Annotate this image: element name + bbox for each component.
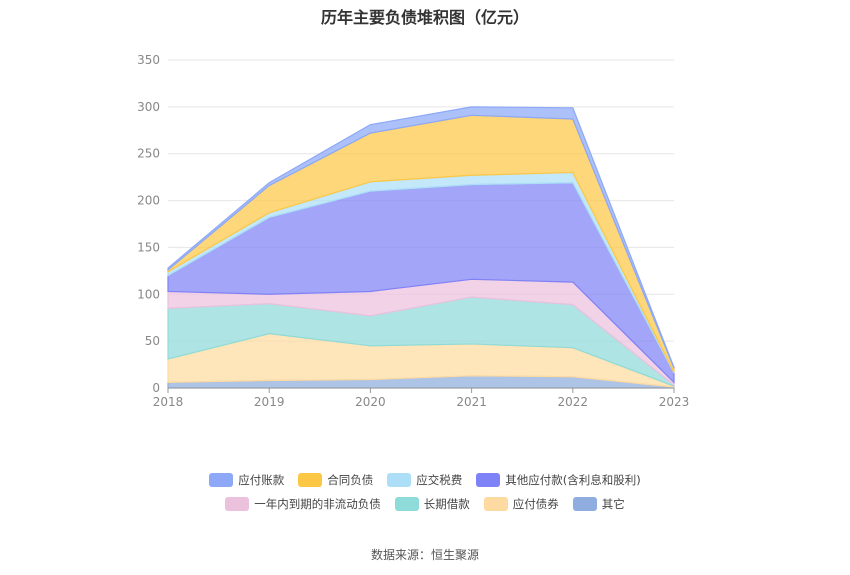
legend-row: 应付账款 合同负债 应交税费 其他应付款(含利息和股利) xyxy=(209,472,641,488)
y-tick-label: 200 xyxy=(137,194,160,208)
legend-label: 其它 xyxy=(601,497,625,511)
stacked-area-chart: 0 50 100 150 200 250 300 350 2018 2019 2020 2021 202… xyxy=(137,53,690,409)
x-tick-label: 2018 xyxy=(153,395,184,409)
legend-item[interactable]: 应付债券 xyxy=(483,496,559,512)
legend-item[interactable]: 应付账款 xyxy=(209,472,284,488)
legend-label: 其他应付款(含利息和股利) xyxy=(505,473,641,487)
legend-swatch xyxy=(394,497,419,511)
legend-swatch xyxy=(225,497,250,511)
legend-item[interactable]: 其它 xyxy=(572,496,625,512)
legend-item[interactable]: 一年内到期的非流动负债 xyxy=(225,496,381,512)
legend-swatch xyxy=(483,497,508,511)
legend-item[interactable]: 应交税费 xyxy=(387,472,462,488)
y-tick-label: 100 xyxy=(137,287,160,301)
legend-label: 一年内到期的非流动负债 xyxy=(254,497,381,511)
legend-label: 应交税费 xyxy=(416,473,463,487)
y-tick-label: 50 xyxy=(145,334,160,348)
area-series[interactable] xyxy=(167,106,675,369)
x-tick-label: 2023 xyxy=(659,395,690,409)
chart-title: 历年主要负债堆积图（亿元） xyxy=(320,8,529,27)
legend-swatch xyxy=(298,473,323,487)
legend-swatch xyxy=(209,473,234,487)
legend-swatch xyxy=(572,497,597,511)
legend-item[interactable]: 其他应付款(含利息和股利) xyxy=(476,472,641,488)
y-tick-label: 250 xyxy=(137,147,160,161)
x-tick-label: 2019 xyxy=(254,395,285,409)
legend-label: 应付账款 xyxy=(238,473,285,487)
legend-row: 一年内到期的非流动负债 长期借款 应付债券 其它 xyxy=(225,496,625,512)
legend-item[interactable]: 长期借款 xyxy=(394,496,470,512)
data-source-note: 数据来源：恒生聚源 xyxy=(370,548,479,562)
y-tick-label: 150 xyxy=(137,240,160,254)
legend: 应付账款 合同负债 应交税费 其他应付款(含利息和股利) 一年内到期的非流动负债 长期借… xyxy=(0,472,850,512)
legend-label: 长期借款 xyxy=(423,497,470,511)
legend-label: 应付债券 xyxy=(512,497,559,511)
legend-swatch xyxy=(387,473,412,487)
x-tick-label: 2021 xyxy=(456,395,487,409)
legend-swatch xyxy=(476,473,501,487)
y-tick-label: 350 xyxy=(137,53,160,67)
y-tick-label: 300 xyxy=(137,100,160,114)
legend-item[interactable]: 合同负债 xyxy=(298,472,373,488)
x-tick-label: 2020 xyxy=(355,395,386,409)
y-tick-label: 0 xyxy=(152,381,160,395)
legend-label: 合同负债 xyxy=(327,473,374,487)
x-tick-label: 2022 xyxy=(558,395,589,409)
